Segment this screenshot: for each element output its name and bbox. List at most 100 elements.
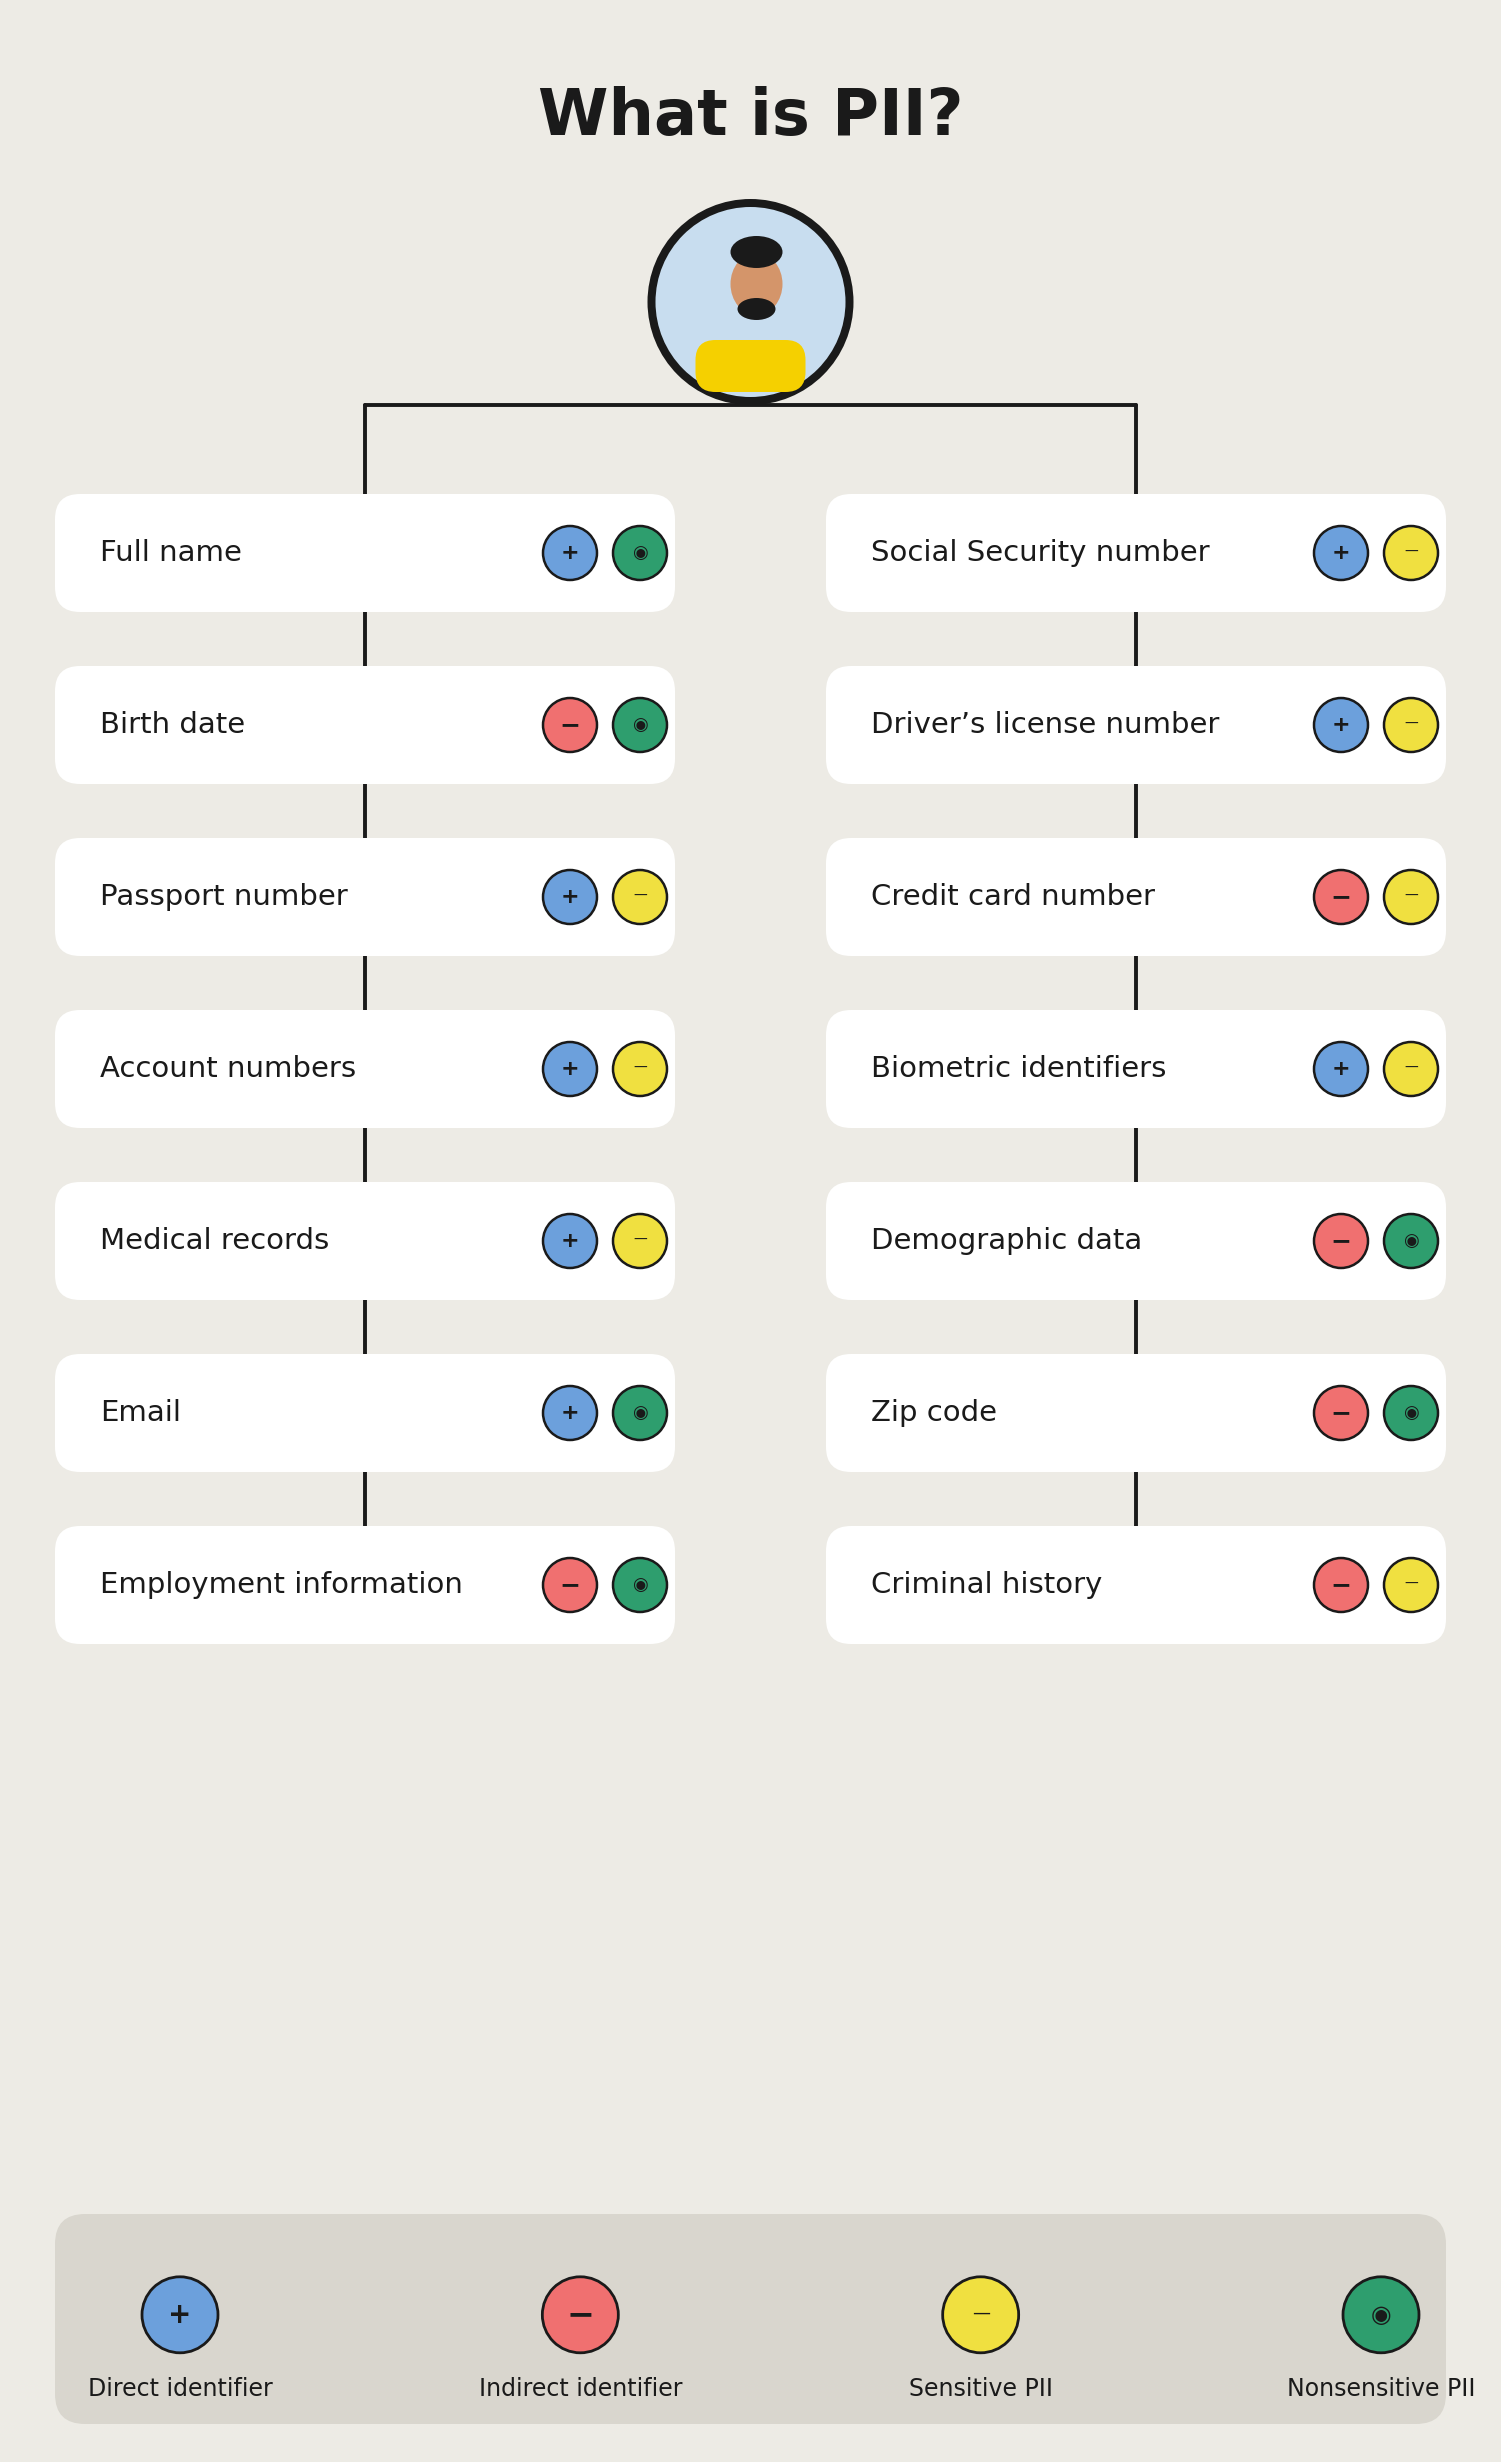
Ellipse shape [731, 236, 782, 268]
Circle shape [656, 207, 845, 396]
Circle shape [647, 199, 854, 406]
Circle shape [1384, 1041, 1438, 1096]
Circle shape [1384, 699, 1438, 751]
Text: −: − [566, 2300, 594, 2332]
Text: —: — [1403, 889, 1418, 904]
Text: —: — [633, 889, 647, 904]
Text: —: — [971, 2304, 989, 2322]
Text: +: + [561, 1231, 579, 1251]
Text: Demographic data: Demographic data [871, 1226, 1142, 1256]
Circle shape [1313, 1214, 1367, 1268]
Text: Social Security number: Social Security number [871, 539, 1210, 566]
Circle shape [542, 2277, 618, 2354]
Circle shape [543, 1041, 597, 1096]
Text: +: + [561, 544, 579, 564]
Text: What is PII?: What is PII? [537, 86, 964, 148]
Text: +: + [1331, 544, 1351, 564]
Circle shape [1343, 2277, 1418, 2354]
Circle shape [1384, 1386, 1438, 1440]
FancyBboxPatch shape [826, 837, 1445, 955]
Circle shape [1313, 1386, 1367, 1440]
Circle shape [543, 527, 597, 581]
Text: +: + [168, 2302, 192, 2329]
Text: ◉: ◉ [632, 1403, 648, 1423]
Ellipse shape [737, 298, 776, 320]
Ellipse shape [731, 254, 782, 315]
Text: +: + [1331, 1059, 1351, 1078]
Text: Sensitive PII: Sensitive PII [908, 2376, 1052, 2400]
Text: Biometric identifiers: Biometric identifiers [871, 1056, 1166, 1083]
Circle shape [1313, 1041, 1367, 1096]
Text: Full name: Full name [101, 539, 242, 566]
FancyBboxPatch shape [826, 1009, 1445, 1128]
Circle shape [1313, 527, 1367, 581]
Text: Medical records: Medical records [101, 1226, 329, 1256]
Text: —: — [1403, 544, 1418, 559]
Circle shape [543, 869, 597, 923]
Text: —: — [633, 1233, 647, 1246]
Circle shape [612, 1558, 666, 1613]
Circle shape [543, 699, 597, 751]
FancyBboxPatch shape [695, 340, 806, 391]
FancyBboxPatch shape [826, 495, 1445, 613]
Circle shape [1313, 869, 1367, 923]
Circle shape [612, 1041, 666, 1096]
Text: —: — [1403, 1578, 1418, 1590]
FancyBboxPatch shape [56, 2213, 1445, 2425]
Text: —: — [1403, 716, 1418, 731]
Circle shape [1313, 1558, 1367, 1613]
Text: −: − [1330, 1229, 1351, 1253]
FancyBboxPatch shape [56, 1526, 675, 1645]
Text: −: − [560, 1573, 581, 1598]
FancyBboxPatch shape [56, 1182, 675, 1300]
Circle shape [1384, 1214, 1438, 1268]
Text: −: − [1330, 1573, 1351, 1598]
FancyBboxPatch shape [56, 1009, 675, 1128]
Circle shape [612, 1214, 666, 1268]
Text: +: + [561, 1059, 579, 1078]
FancyBboxPatch shape [56, 667, 675, 783]
Circle shape [1384, 1558, 1438, 1613]
Circle shape [612, 527, 666, 581]
FancyBboxPatch shape [826, 667, 1445, 783]
Text: Birth date: Birth date [101, 712, 245, 739]
FancyBboxPatch shape [826, 1182, 1445, 1300]
Circle shape [943, 2277, 1019, 2354]
Text: ◉: ◉ [632, 544, 648, 561]
Circle shape [543, 1558, 597, 1613]
Text: −: − [1330, 884, 1351, 908]
Text: ◉: ◉ [1370, 2302, 1391, 2327]
Circle shape [612, 869, 666, 923]
Text: +: + [1331, 714, 1351, 736]
Circle shape [543, 1386, 597, 1440]
Circle shape [1313, 699, 1367, 751]
Text: Nonsensitive PII: Nonsensitive PII [1286, 2376, 1475, 2400]
Circle shape [143, 2277, 218, 2354]
Text: ◉: ◉ [632, 716, 648, 734]
Text: Driver’s license number: Driver’s license number [871, 712, 1219, 739]
Text: Credit card number: Credit card number [871, 884, 1154, 911]
Text: Zip code: Zip code [871, 1398, 997, 1428]
Circle shape [1384, 869, 1438, 923]
FancyBboxPatch shape [826, 1354, 1445, 1472]
Text: +: + [561, 1403, 579, 1423]
Text: Indirect identifier: Indirect identifier [479, 2376, 681, 2400]
Text: Criminal history: Criminal history [871, 1571, 1102, 1598]
Text: ◉: ◉ [1403, 1403, 1418, 1423]
FancyBboxPatch shape [56, 495, 675, 613]
Text: —: — [633, 1061, 647, 1076]
FancyBboxPatch shape [826, 1526, 1445, 1645]
Text: Email: Email [101, 1398, 182, 1428]
Text: —: — [1403, 1061, 1418, 1076]
Text: ◉: ◉ [632, 1576, 648, 1593]
Circle shape [1384, 527, 1438, 581]
Circle shape [612, 1386, 666, 1440]
Text: −: − [560, 714, 581, 736]
Text: ◉: ◉ [1403, 1231, 1418, 1251]
Text: Account numbers: Account numbers [101, 1056, 356, 1083]
Text: Direct identifier: Direct identifier [87, 2376, 272, 2400]
Text: Employment information: Employment information [101, 1571, 462, 1598]
Circle shape [543, 1214, 597, 1268]
Text: +: + [561, 886, 579, 906]
Text: Passport number: Passport number [101, 884, 348, 911]
